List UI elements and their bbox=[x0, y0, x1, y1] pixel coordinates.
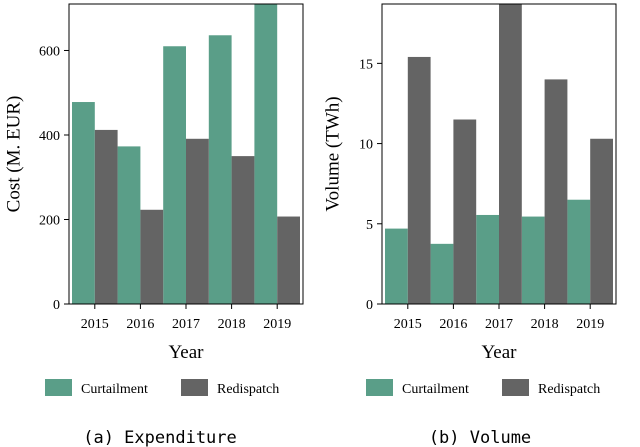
x-axis-title: Year bbox=[481, 342, 517, 363]
bar-redispatch-2015 bbox=[94, 129, 118, 304]
y-axis-title: Volume (TWh) bbox=[323, 96, 344, 211]
x-tick-label: 2015 bbox=[394, 317, 422, 332]
y-tick-label: 0 bbox=[53, 298, 60, 313]
legend-label-redispatch: Redispatch bbox=[217, 382, 279, 397]
bar-redispatch-2016 bbox=[453, 119, 477, 304]
panel-caption: (b) Volume bbox=[429, 428, 531, 447]
x-tick-label: 2017 bbox=[172, 317, 200, 332]
bar-curtailment-2019 bbox=[567, 199, 591, 304]
y-tick-label: 0 bbox=[366, 298, 373, 313]
y-axis-title: Cost (M. EUR) bbox=[4, 96, 25, 213]
bar-redispatch-2018 bbox=[544, 79, 568, 305]
x-tick-label: 2018 bbox=[531, 317, 559, 332]
x-axis-title: Year bbox=[168, 342, 204, 363]
y-tick-label: 400 bbox=[39, 129, 60, 144]
x-tick-label: 2019 bbox=[576, 317, 604, 332]
x-tick-label: 2016 bbox=[439, 317, 467, 332]
panel-expenditure: 0 200 400 600 2015 2016 2017 2018 2019 Year Cost (… bbox=[4, 3, 304, 447]
x-tick-label: 2018 bbox=[218, 317, 246, 332]
y-tick-label: 15 bbox=[359, 57, 373, 72]
x-tick-label: 2019 bbox=[263, 317, 291, 332]
x-tick-label: 2015 bbox=[81, 317, 109, 332]
y-tick-label: 200 bbox=[39, 213, 60, 228]
bar-curtailment-2015 bbox=[72, 102, 95, 304]
legend-swatch-redispatch bbox=[502, 379, 529, 396]
legend-label-curtailment: Curtailment bbox=[81, 382, 148, 397]
bar-redispatch-2017 bbox=[499, 4, 522, 304]
bar-curtailment-2017 bbox=[163, 46, 186, 305]
bar-curtailment-2018 bbox=[521, 216, 545, 304]
bar-redispatch-2019 bbox=[277, 216, 300, 304]
bar-curtailment-2015 bbox=[385, 228, 408, 304]
bar-curtailment-2019 bbox=[254, 4, 278, 304]
bar-redispatch-2015 bbox=[407, 56, 431, 304]
x-tick-label: 2017 bbox=[485, 317, 513, 332]
x-tick-label: 2016 bbox=[126, 317, 154, 332]
bar-curtailment-2016 bbox=[430, 243, 454, 304]
bar-curtailment-2018 bbox=[208, 35, 232, 304]
bar-redispatch-2019 bbox=[590, 138, 613, 304]
legend-label-redispatch: Redispatch bbox=[538, 382, 600, 397]
bar-redispatch-2018 bbox=[231, 156, 255, 304]
legend-label-curtailment: Curtailment bbox=[402, 382, 469, 397]
bar-redispatch-2016 bbox=[140, 209, 164, 304]
panel-caption: (a) Expenditure bbox=[83, 428, 237, 447]
bar-curtailment-2017 bbox=[476, 214, 499, 304]
y-tick-label: 10 bbox=[359, 138, 373, 153]
legend-swatch-curtailment bbox=[45, 379, 72, 396]
legend-swatch-redispatch bbox=[181, 379, 208, 396]
bar-redispatch-2017 bbox=[186, 138, 209, 304]
y-tick-label: 5 bbox=[366, 218, 373, 233]
legend-swatch-curtailment bbox=[366, 379, 393, 396]
y-tick-label: 600 bbox=[39, 44, 60, 59]
bar-curtailment-2016 bbox=[117, 146, 141, 304]
panel-volume: 0 5 10 15 2015 2016 2017 2018 2019 Year Volume (TW… bbox=[323, 3, 617, 447]
